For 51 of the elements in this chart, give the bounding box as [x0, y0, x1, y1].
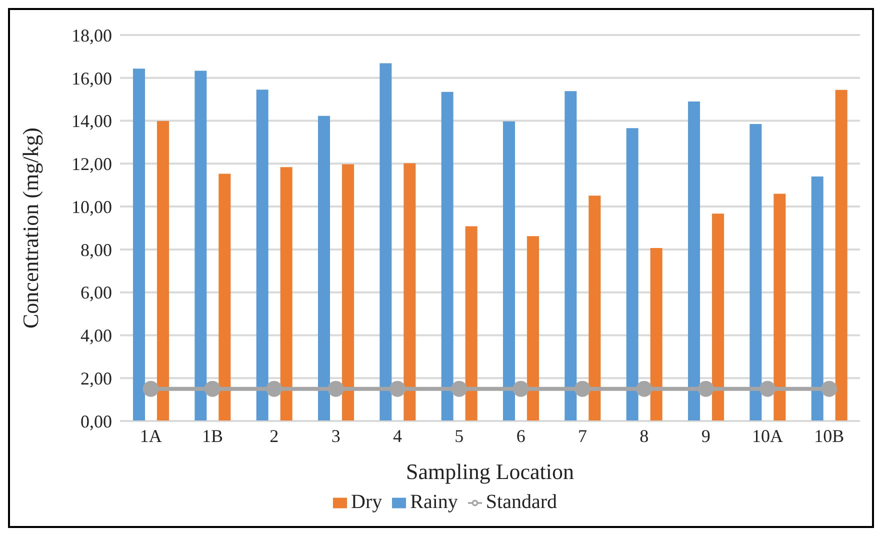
bar	[503, 121, 515, 421]
y-tick-label: 16,00	[72, 68, 112, 88]
bar	[811, 176, 824, 421]
bar	[527, 236, 539, 421]
x-tick-label: 4	[393, 426, 402, 446]
bar	[342, 164, 354, 421]
bar	[774, 194, 786, 421]
x-tick-label: 7	[578, 426, 587, 446]
x-tick-label: 10B	[814, 426, 844, 446]
bar	[688, 101, 700, 421]
bar	[404, 163, 416, 421]
y-tick-label: 14,00	[72, 111, 112, 132]
bar	[194, 70, 207, 421]
y-tick-label: 10,00	[72, 196, 112, 217]
x-tick-label: 5	[454, 426, 464, 446]
y-tick-label: 18,00	[72, 25, 112, 46]
bar	[157, 120, 169, 421]
bar	[626, 128, 638, 421]
bar	[441, 92, 454, 421]
bar	[256, 90, 268, 421]
x-tick-label: 1B	[202, 426, 224, 446]
y-tick-label: 12,00	[72, 154, 112, 174]
y-tick-label: 0,00	[80, 411, 112, 432]
bar	[750, 124, 762, 421]
bar	[564, 91, 577, 421]
x-tick-label: 10A	[752, 426, 783, 446]
bar	[133, 68, 145, 421]
x-tick-label: 6	[516, 426, 526, 446]
y-tick-label: 2,00	[80, 368, 112, 388]
y-axis-title: Concentration (mg/kg)	[18, 127, 43, 329]
bar	[465, 226, 478, 421]
bar	[835, 90, 848, 421]
legend-label: Rainy	[410, 491, 458, 513]
legend-label: Standard	[486, 491, 557, 513]
x-tick-label: 3	[331, 426, 340, 446]
bar	[650, 248, 662, 421]
x-tick-label: 9	[701, 426, 710, 446]
bar	[712, 214, 724, 421]
bar	[380, 63, 392, 421]
x-tick-label: 8	[640, 426, 649, 446]
y-tick-label: 6,00	[80, 282, 112, 303]
bar	[218, 174, 231, 421]
bar	[280, 167, 292, 421]
y-tick-label: 4,00	[80, 326, 112, 346]
bar	[318, 116, 330, 421]
x-tick-label: 2	[270, 426, 279, 446]
legend-label: Dry	[351, 491, 382, 513]
y-tick-label: 8,00	[80, 240, 112, 260]
bar	[588, 196, 601, 421]
x-tick-label: 1A	[140, 426, 162, 446]
x-axis-title: Sampling Location	[406, 459, 574, 484]
